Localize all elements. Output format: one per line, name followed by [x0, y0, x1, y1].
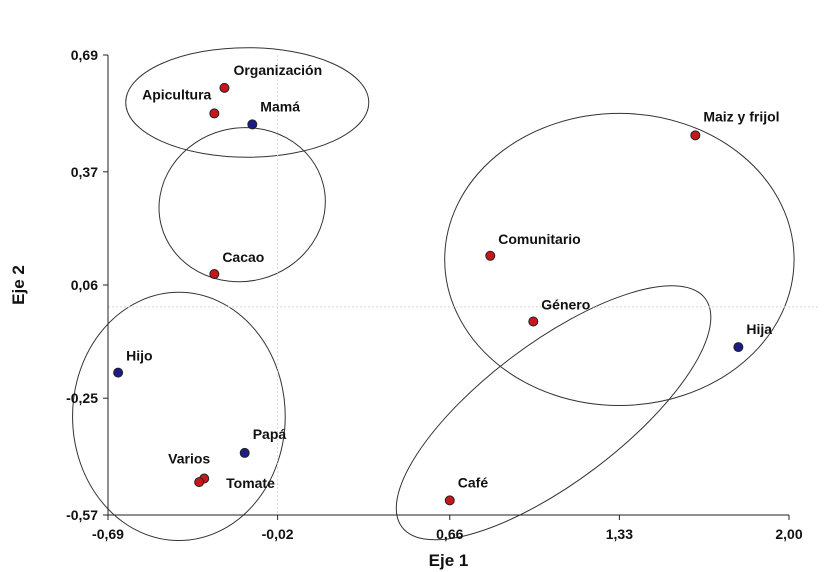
cluster-ellipse-5: [395, 285, 712, 541]
point-layer: [113, 82, 744, 506]
point-label-papá: Papá: [253, 426, 287, 442]
x-axis-tick-label-1: -0,69: [92, 526, 124, 542]
data-point-hijo: [113, 367, 124, 378]
axis-layer: 0,69 0,37 0,06 -0,25 -0,57 -0,69 -0,02 0,66 1,33…: [66, 47, 803, 542]
cluster-ellipse-4: [444, 112, 795, 406]
point-label-hija: Hija: [746, 321, 772, 337]
data-point-género: [528, 316, 539, 327]
point-label-layer: Organización Apicultura Mamá Cacao Hijo Papá V…: [126, 62, 779, 491]
reference-line-layer: [108, 55, 818, 515]
x-axis-tick-label-5: 2,00: [775, 526, 802, 542]
data-point-mamá: [247, 119, 258, 130]
point-label-varios: Varios: [168, 450, 210, 466]
point-label-café: Café: [458, 474, 489, 490]
x-axis-tick-label-3: 0,66: [436, 526, 463, 542]
y-axis-tick-label-5: -0,57: [66, 507, 98, 523]
x-axis-tick-label-4: 1,33: [606, 526, 633, 542]
data-point-cacao: [209, 269, 220, 280]
x-axis-tick-label-2: -0,02: [262, 526, 294, 542]
x-axis-title: Eje 1: [429, 551, 469, 570]
point-label-mamá: Mamá: [260, 98, 300, 114]
y-axis-tick-label-4: -0,25: [66, 390, 98, 406]
data-point-tomate: [194, 477, 205, 488]
data-point-apicultura: [209, 108, 220, 119]
data-point-organización: [219, 82, 230, 93]
point-label-organización: Organización: [233, 62, 322, 78]
point-label-género: Género: [541, 297, 590, 313]
cluster-ellipse-3: [72, 291, 286, 542]
data-point-café: [444, 495, 455, 506]
y-axis-tick-label-2: 0,37: [71, 164, 98, 180]
ellipse-layer: [72, 47, 795, 542]
point-label-maiz-y-frijol: Maiz y frijol: [703, 108, 779, 124]
y-axis-tick-label-1: 0,69: [71, 47, 98, 63]
point-label-apicultura: Apicultura: [142, 86, 211, 102]
cluster-ellipse-2: [158, 127, 326, 283]
point-label-cacao: Cacao: [222, 249, 264, 265]
data-point-papá: [239, 447, 250, 458]
point-label-tomate: Tomate: [226, 475, 275, 491]
point-label-comunitario: Comunitario: [498, 231, 580, 247]
y-axis-title: Eje 2: [9, 265, 28, 305]
cluster-ellipse-1: [125, 47, 370, 158]
data-point-hija: [733, 342, 744, 353]
y-axis-tick-label-3: 0,06: [71, 277, 98, 293]
data-point-maiz-y-frijol: [690, 130, 701, 141]
point-label-hijo: Hijo: [126, 348, 152, 364]
data-point-comunitario: [485, 250, 496, 261]
